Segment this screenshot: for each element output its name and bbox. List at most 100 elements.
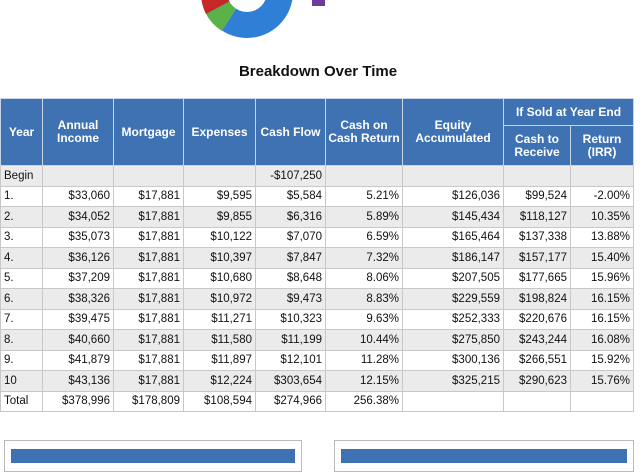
table-cell: 4. <box>0 247 43 269</box>
table-row: 7. $39,475 $17,881 $11,271 $10,323 9.63% $252,… <box>0 308 635 330</box>
table-cell: 5.89% <box>325 206 403 228</box>
table-cell: 15.92% <box>569 349 635 371</box>
legend-swatch <box>312 0 325 6</box>
column-header: Return (IRR) <box>569 125 635 166</box>
column-header: Cash Flow <box>255 98 326 166</box>
column-header: Annual Income <box>42 98 114 166</box>
table-row: 8. $40,660 $17,881 $11,580 $11,199 10.44% $275… <box>0 329 635 351</box>
header-row: Year Annual Income Mortgage Expenses Cash Fl… <box>0 98 635 166</box>
table-cell: $99,524 <box>503 185 571 207</box>
table-cell: $17,881 <box>113 329 184 351</box>
panel <box>4 440 302 472</box>
table-cell: $12,101 <box>255 349 326 371</box>
table-cell: $17,881 <box>113 267 184 289</box>
table-cell: $378,996 <box>42 390 114 412</box>
table-cell: $11,580 <box>183 329 256 351</box>
table-cell: $10,323 <box>255 308 326 330</box>
table-cell: $157,177 <box>503 247 571 269</box>
column-header: Cash to Receive <box>503 125 571 166</box>
table-cell: $10,972 <box>183 288 256 310</box>
table-cell: 10.44% <box>325 329 403 351</box>
table-cell <box>503 165 571 187</box>
table-cell: $177,665 <box>503 267 571 289</box>
header-row: Cash to Receive Return (IRR) <box>1 125 635 166</box>
table-row: 6. $38,326 $17,881 $10,972 $9,473 8.83% $229,5… <box>0 288 635 310</box>
pie-slice <box>201 0 233 14</box>
table-row: 10 $43,136 $17,881 $12,224 $303,654 12.15% $32… <box>0 370 635 392</box>
table-cell: 6.59% <box>325 226 403 248</box>
table-cell: $17,881 <box>113 185 184 207</box>
table-cell: 16.08% <box>569 329 635 351</box>
table-cell: $325,215 <box>402 370 504 392</box>
table-cell: $33,060 <box>42 185 114 207</box>
column-header: Mortgage <box>113 98 184 166</box>
table-cell: $6,316 <box>255 206 326 228</box>
group-header: If Sold at Year End <box>502 98 635 126</box>
column-header: Cash on Cash Return <box>325 98 403 166</box>
table-cell: -2.00% <box>569 185 635 207</box>
table-cell: $38,326 <box>42 288 114 310</box>
table-cell: $8,648 <box>255 267 326 289</box>
column-header: Equity Accumulated <box>402 98 504 166</box>
table-cell: $9,473 <box>255 288 326 310</box>
table-cell: 2. <box>0 206 43 228</box>
table-cell: $229,559 <box>402 288 504 310</box>
table-cell: $300,136 <box>402 349 504 371</box>
table-cell: $266,551 <box>503 349 571 371</box>
table-cell: $118,127 <box>503 206 571 228</box>
table-cell: $252,333 <box>402 308 504 330</box>
table-cell: $165,464 <box>402 226 504 248</box>
table-cell <box>42 165 114 187</box>
table-cell: $145,434 <box>402 206 504 228</box>
table-cell: $17,881 <box>113 247 184 269</box>
table-cell: $17,881 <box>113 308 184 330</box>
table-cell: $243,244 <box>503 329 571 351</box>
table-cell: 7.32% <box>325 247 403 269</box>
table-cell: $220,676 <box>503 308 571 330</box>
table-cell: $37,209 <box>42 267 114 289</box>
table-cell: 1. <box>0 185 43 207</box>
table-cell <box>503 390 571 412</box>
table-row: 1. $33,060 $17,881 $9,595 $5,584 5.21% $126,03… <box>0 185 635 207</box>
table-cell: $39,475 <box>42 308 114 330</box>
table-cell: $207,505 <box>402 267 504 289</box>
table-cell: $7,070 <box>255 226 326 248</box>
table-cell: $7,847 <box>255 247 326 269</box>
pie-slice <box>206 0 242 31</box>
table-cell: $17,881 <box>113 206 184 228</box>
table-cell: 16.15% <box>569 308 635 330</box>
table-cell: $10,397 <box>183 247 256 269</box>
table-cell: 16.15% <box>569 288 635 310</box>
table-cell: 15.76% <box>569 370 635 392</box>
table-cell <box>113 165 184 187</box>
table-cell: $36,126 <box>42 247 114 269</box>
pie-hole <box>228 0 266 12</box>
panel-header <box>341 449 627 463</box>
panel <box>334 440 634 472</box>
table-cell: $40,660 <box>42 329 114 351</box>
table-cell: $17,881 <box>113 370 184 392</box>
table-cell: $137,338 <box>503 226 571 248</box>
table-cell: $274,966 <box>255 390 326 412</box>
table-cell <box>402 165 504 187</box>
table-cell: 8.06% <box>325 267 403 289</box>
table-row: 9. $41,879 $17,881 $11,897 $12,101 11.28% $300… <box>0 349 635 371</box>
table-cell: 15.40% <box>569 247 635 269</box>
panel-header <box>11 449 295 463</box>
table-row: Begin -$107,250 <box>0 165 635 187</box>
table-cell: $41,879 <box>42 349 114 371</box>
table-cell: $17,881 <box>113 349 184 371</box>
table-cell: 15.96% <box>569 267 635 289</box>
table-cell: $9,595 <box>183 185 256 207</box>
table-row: Total $378,996 $178,809 $108,594 $274,966 256… <box>0 390 635 412</box>
breakdown-table: Year Annual Income Mortgage Expenses Cash Fl… <box>0 98 635 412</box>
table-cell: $12,224 <box>183 370 256 392</box>
table-cell: $17,881 <box>113 288 184 310</box>
table-cell: 9. <box>0 349 43 371</box>
table-cell: 9.63% <box>325 308 403 330</box>
table-cell: $11,271 <box>183 308 256 330</box>
table-cell: $17,881 <box>113 226 184 248</box>
table-cell: Begin <box>0 165 43 187</box>
table-cell: $303,654 <box>255 370 326 392</box>
